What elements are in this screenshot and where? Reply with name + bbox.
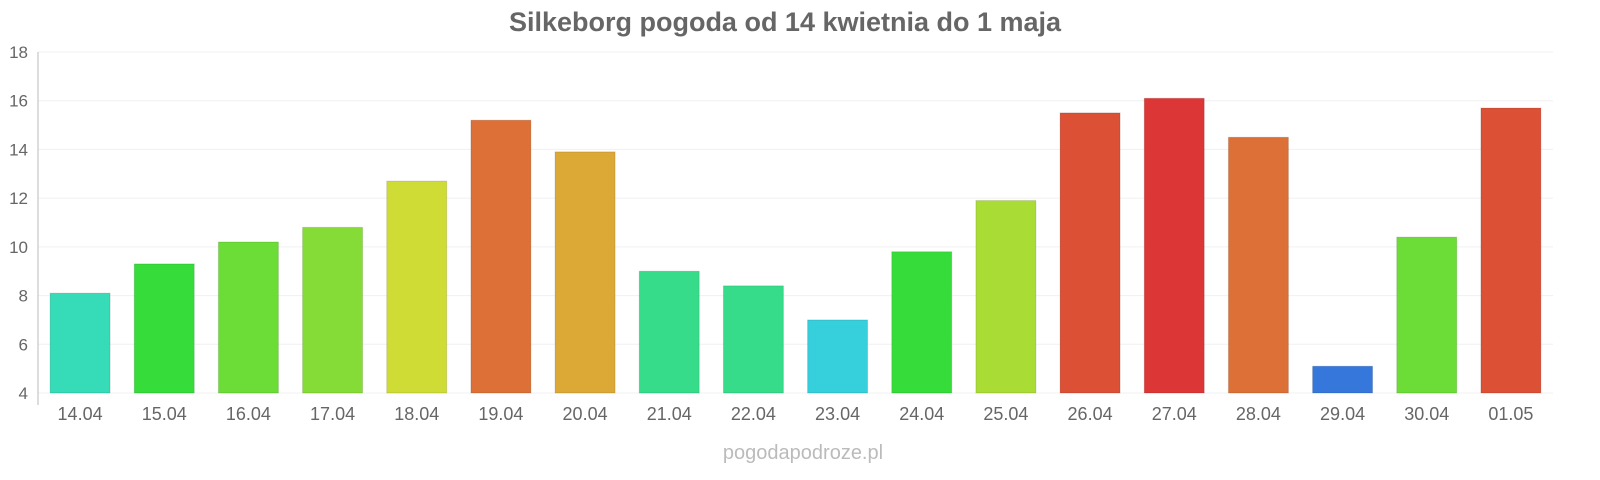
watermark: pogodapodroze.pl (723, 442, 883, 464)
bar-15.04[interactable] (133, 263, 195, 394)
bar-24.04[interactable] (891, 251, 953, 394)
y-tick-label: 18 (9, 43, 28, 62)
x-tick-label: 24.04 (899, 404, 944, 424)
bars (49, 97, 1542, 394)
bar-21.04[interactable] (638, 270, 700, 394)
bar-01.05[interactable] (1480, 107, 1542, 394)
y-tick-label: 14 (9, 140, 28, 159)
x-tick-label: 26.04 (1068, 404, 1113, 424)
bar-23.04[interactable] (807, 319, 869, 394)
bar-16.04[interactable] (217, 241, 279, 394)
x-axis: 14.04 15.04 16.04 17.04 18.04 19.04 20.04 21.04… (58, 404, 1534, 424)
x-tick-label: 25.04 (983, 404, 1028, 424)
bar-30.04[interactable] (1396, 236, 1458, 394)
grid (38, 51, 1553, 394)
bar-20.04[interactable] (554, 151, 616, 394)
x-tick-label: 22.04 (731, 404, 776, 424)
y-axis: 4 6 8 10 12 14 16 18 (9, 43, 39, 405)
x-tick-label: 14.04 (58, 404, 103, 424)
x-tick-label: 18.04 (394, 404, 439, 424)
x-tick-label: 19.04 (478, 404, 523, 424)
x-tick-label: 01.05 (1488, 404, 1533, 424)
y-tick-label: 16 (9, 92, 28, 111)
x-tick-label: 21.04 (647, 404, 692, 424)
x-tick-label: 29.04 (1320, 404, 1365, 424)
bar-28.04[interactable] (1227, 136, 1289, 394)
x-tick-label: 15.04 (142, 404, 187, 424)
x-tick-label: 20.04 (563, 404, 608, 424)
bar-22.04[interactable] (722, 285, 784, 394)
bar-26.04[interactable] (1059, 112, 1121, 394)
bar-19.04[interactable] (470, 119, 532, 394)
bar-29.04[interactable] (1312, 365, 1374, 394)
y-tick-label: 10 (9, 238, 28, 257)
y-tick-label: 4 (19, 384, 28, 403)
x-tick-label: 30.04 (1404, 404, 1449, 424)
x-tick-label: 16.04 (226, 404, 271, 424)
bar-14.04[interactable] (49, 292, 111, 394)
y-tick-label: 6 (19, 335, 28, 354)
bar-27.04[interactable] (1143, 97, 1205, 394)
x-tick-label: 28.04 (1236, 404, 1281, 424)
x-tick-label: 27.04 (1152, 404, 1197, 424)
chart-title: Silkeborg pogoda od 14 kwietnia do 1 maj… (509, 7, 1062, 37)
y-tick-label: 8 (19, 287, 28, 306)
bar-17.04[interactable] (302, 226, 364, 394)
bar-25.04[interactable] (975, 200, 1037, 394)
bar-18.04[interactable] (386, 180, 448, 394)
x-tick-label: 17.04 (310, 404, 355, 424)
x-tick-label: 23.04 (815, 404, 860, 424)
y-tick-label: 12 (9, 189, 28, 208)
